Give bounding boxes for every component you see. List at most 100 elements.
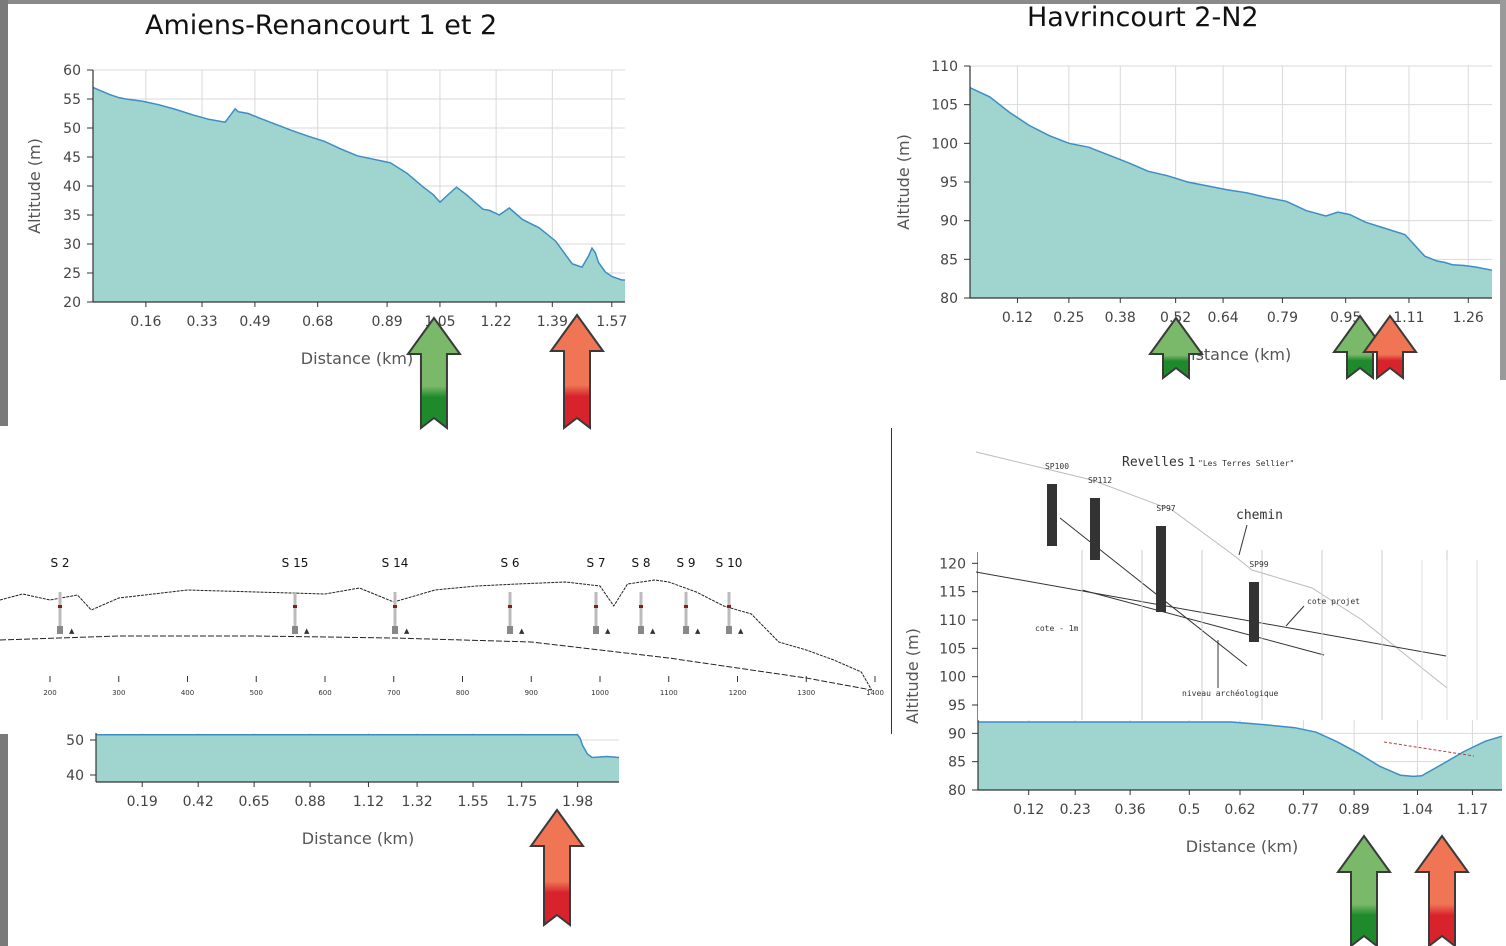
x-tick-label: 0.23 [1060, 802, 1091, 818]
section-label: S 9 [676, 556, 695, 570]
x-tick-label: 1.26 [1453, 310, 1484, 326]
section-label: S 15 [282, 556, 309, 570]
chemin-leader [1238, 524, 1248, 556]
y-tick-label: 90 [948, 726, 966, 742]
borehole-top-mark [393, 605, 397, 608]
x-tick-label: 0.33 [186, 314, 217, 330]
triangle-marker: ▲ [738, 627, 744, 635]
x-tick-label: 0.95 [1330, 310, 1361, 326]
x-tick-label: 1.04 [1402, 802, 1433, 818]
area-fill [93, 87, 625, 303]
y-axis-label: Altitude (m) [25, 138, 44, 234]
x-tick-label: 0.12 [1013, 802, 1044, 818]
x-tick-label: 1.11 [1393, 310, 1424, 326]
x-tick-label: 700 [387, 689, 400, 697]
cross-section-chart: S 2 ▲ S 15 ▲ S 14 ▲ S 6 ▲ S 7 ▲ S 8 ▲ S 9 ▲ S 10 ▲ 200 30… [0, 556, 884, 697]
left-border-bottom [0, 734, 8, 946]
section-label: S 10 [716, 556, 743, 570]
x-tick-label: 1000 [591, 689, 609, 697]
chart-2-title: Havrincourt 2-N2 [1027, 2, 1259, 33]
right-border [1500, 0, 1506, 380]
y-tick-label: 85 [948, 755, 966, 771]
profile-line [96, 734, 620, 759]
green-arrow [1336, 834, 1392, 946]
y-tick-label: 50 [63, 121, 81, 137]
x-tick-label: 800 [456, 689, 469, 697]
y-tick-label: 55 [63, 92, 81, 108]
x-axis-label: Distance (km) [302, 829, 414, 848]
red-arrow [1362, 314, 1418, 381]
x-tick-label: 0.62 [1224, 802, 1255, 818]
y-tick-label: 115 [939, 585, 966, 601]
triangle-marker: ▲ [404, 627, 410, 635]
triangle-marker: ▲ [605, 627, 611, 635]
red-arrow [1414, 834, 1470, 946]
x-tick-label: 0.79 [1267, 310, 1298, 326]
sondage-label: SP99 [1249, 560, 1268, 569]
borehole-top-mark [58, 605, 62, 608]
x-tick-label: 1300 [797, 689, 815, 697]
label-cote-projet: cote projet [1307, 597, 1360, 606]
y-axis-label: Altitude (m) [894, 134, 913, 230]
x-tick-label: 0.68 [302, 314, 333, 330]
elevation-chart-havrincourt: 808590951001051100.120.250.380.520.640.7… [894, 59, 1493, 381]
borehole-top-mark [508, 605, 512, 608]
triangle-marker: ▲ [650, 627, 656, 635]
y-tick-label: 80 [948, 783, 966, 799]
section-label: S 6 [500, 556, 519, 570]
y-tick-label: 45 [63, 150, 81, 166]
x-tick-label: 1200 [729, 689, 747, 697]
x-tick-label: 1.55 [457, 794, 488, 810]
triangle-marker: ▲ [304, 627, 310, 635]
lower-layer-line [0, 635, 872, 691]
section-label: S 8 [631, 556, 650, 570]
panel-separator [891, 428, 892, 734]
sondage-label: SP100 [1045, 462, 1069, 471]
x-tick-label: 0.64 [1208, 310, 1239, 326]
dashed-connector [1383, 741, 1475, 757]
area-fill [978, 722, 1502, 790]
borehole-base-mark [57, 626, 63, 634]
area-fill [96, 734, 619, 782]
drawing-marker: 1 [1188, 455, 1195, 469]
borehole-base-mark [638, 626, 644, 634]
y-tick-label: 100 [931, 136, 958, 152]
x-tick-label: 0.38 [1105, 310, 1136, 326]
y-tick-label: 100 [939, 670, 966, 686]
ground-profile [975, 451, 1448, 689]
borehole-top-mark [293, 605, 297, 608]
borehole-base-mark [292, 626, 298, 634]
borehole-base-mark [683, 626, 689, 634]
borehole-top-mark [594, 605, 598, 608]
elevation-chart-revelles: 80 85 90 95 100 105 110 115 120 0.12 0.23 0.36 0.5 0.… [903, 450, 1504, 946]
x-tick-label: 0.19 [127, 794, 158, 810]
y-tick-label: 95 [940, 175, 958, 191]
drawing-background [978, 450, 1504, 720]
y-tick-label: 105 [939, 641, 966, 657]
x-tick-label: 1.57 [596, 314, 627, 330]
profile-line [969, 87, 1493, 271]
y-tick-label: 105 [931, 98, 958, 114]
green-arrow [1148, 316, 1204, 381]
x-tick-label: 0.88 [294, 794, 325, 810]
y-tick-label: 40 [63, 179, 81, 195]
x-tick-label: 0.25 [1053, 310, 1084, 326]
label-cote-1m: cote - 1m [1035, 624, 1079, 633]
top-border [0, 0, 1506, 4]
borehole-top-mark [684, 605, 688, 608]
borehole-top-mark [727, 605, 731, 608]
x-tick-label: 0.5 [1178, 802, 1200, 818]
y-tick-label: 50 [66, 733, 84, 749]
x-tick-label: 1.32 [402, 794, 433, 810]
chart-1-title: Amiens-Renancourt 1 et 2 [145, 10, 498, 41]
y-tick-label: 30 [63, 237, 81, 253]
area-fill [970, 87, 1492, 298]
red-arrow [529, 808, 585, 928]
x-tick-label: 1.98 [562, 794, 593, 810]
y-tick-label: 85 [940, 252, 958, 268]
borehole-base-mark [593, 626, 599, 634]
x-tick-label: 1100 [660, 689, 678, 697]
sondage-bar [1047, 484, 1057, 546]
label-niveau: niveau archéologique [1182, 688, 1279, 698]
x-tick-label: 0.12 [1002, 310, 1033, 326]
